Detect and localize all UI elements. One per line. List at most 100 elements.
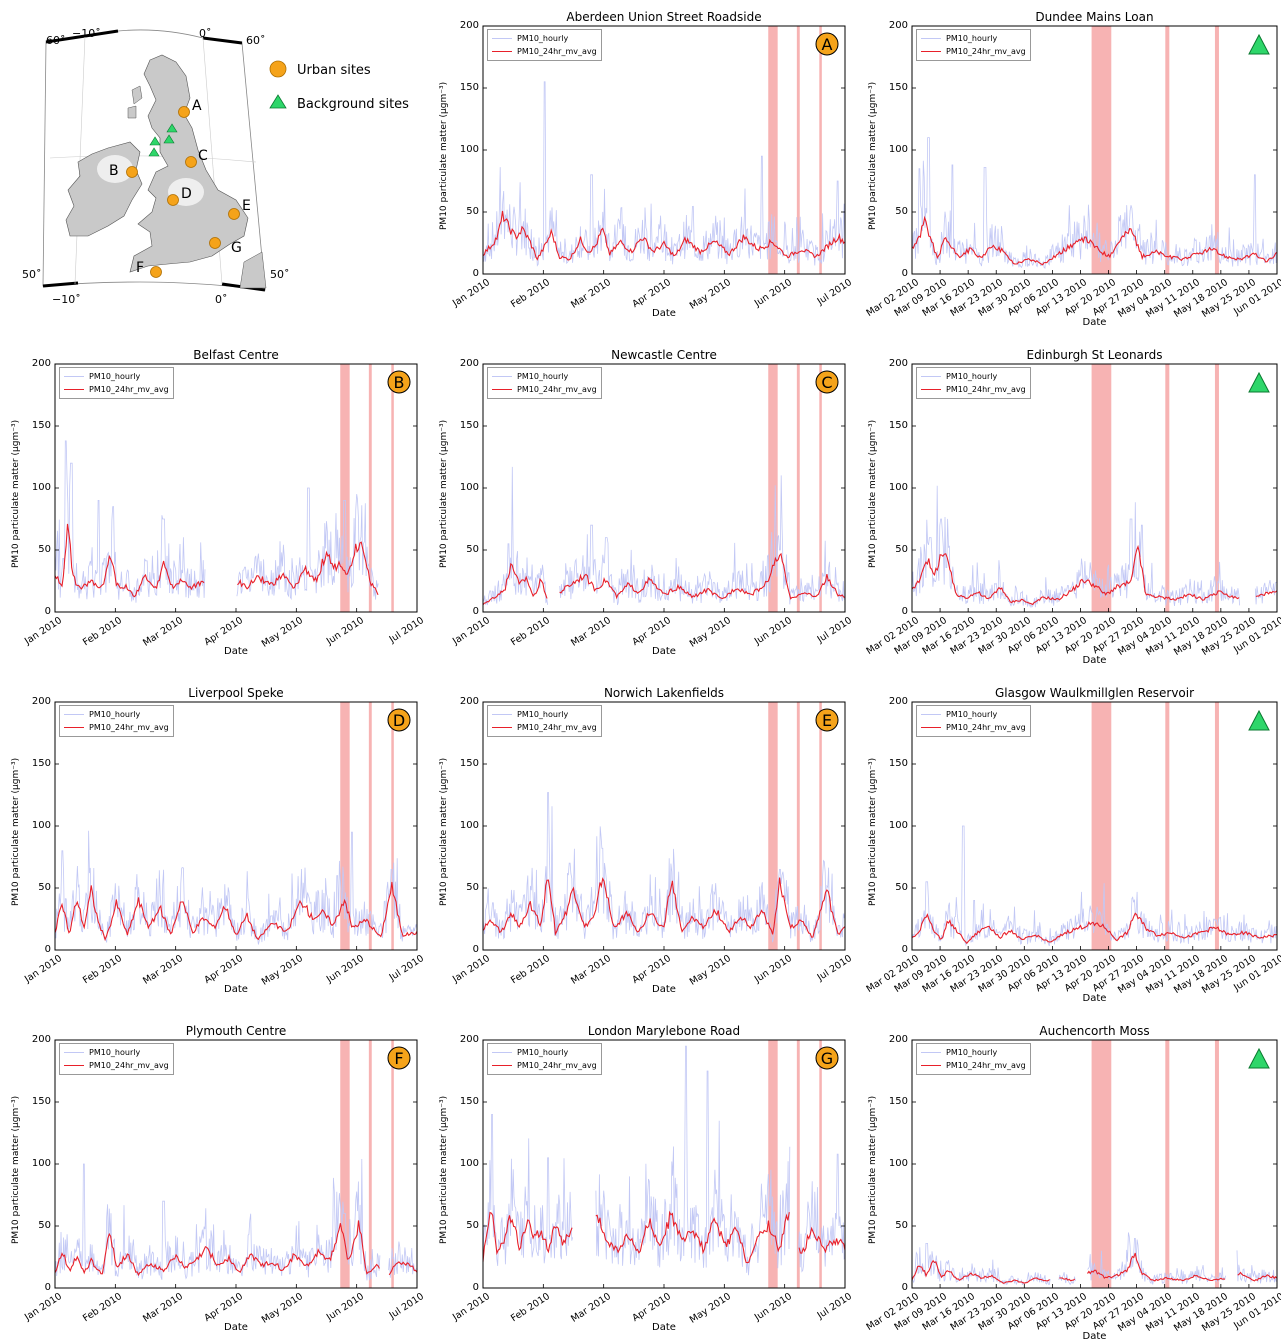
ash-cloud-band [1214, 1040, 1219, 1288]
chart-legend: PM10_hourly PM10_24hr_mv_avg [59, 367, 174, 399]
urban-site-badge [387, 370, 411, 394]
hourly-series-line [54, 1158, 418, 1281]
plot-area [911, 1039, 1278, 1289]
ash-cloud-band [391, 702, 394, 950]
plot-area: F [54, 1039, 418, 1289]
y-axis-label: PM10 particulate matter (μgm⁻³) [11, 757, 21, 906]
legend-label-average: PM10_24hr_mv_avg [946, 385, 1026, 394]
x-axis-label: Date [1082, 993, 1107, 1004]
ash-cloud-band [1091, 1040, 1112, 1288]
ash-cloud-band [340, 364, 350, 612]
hourly-series-line [911, 1232, 1278, 1286]
lon-label: 0˚ [199, 27, 212, 40]
y-tick-label: 0 [44, 944, 51, 955]
ash-cloud-band [340, 702, 350, 950]
legend-entry-average: PM10_24hr_mv_avg [921, 383, 1026, 396]
urban-site-marker-d [167, 194, 179, 206]
moving-average-line [54, 523, 379, 598]
legend-entry-hourly: PM10_hourly [492, 1046, 597, 1059]
ash-cloud-band [1165, 26, 1170, 274]
y-tick-label: 100 [459, 1158, 479, 1169]
y-axis-label: PM10 particulate matter (μgm⁻³) [11, 419, 21, 568]
frame-border-bottom-left [42, 281, 79, 288]
legend-label-hourly: PM10_hourly [89, 1048, 141, 1057]
site-badge-letter: D [393, 711, 405, 730]
background-site-marker [148, 147, 160, 157]
legend-label-average: PM10_24hr_mv_avg [946, 723, 1026, 732]
continent-shape [239, 251, 267, 289]
y-tick-label: 150 [31, 1096, 51, 1107]
legend-swatch-hourly [64, 1052, 84, 1053]
y-tick-label: 50 [38, 1220, 51, 1231]
map-panel: A B C D E F G 60˚ 60˚ 50˚ 50˚ −10˚ 0˚ −1… [0, 0, 430, 325]
chart-legend: PM10_hourly PM10_24hr_mv_avg [916, 1043, 1031, 1075]
island-shape [131, 85, 143, 105]
y-tick-label: 200 [459, 696, 479, 707]
y-tick-label: 150 [459, 1096, 479, 1107]
y-tick-label: 50 [466, 1220, 479, 1231]
y-axis-label: PM10 particulate matter (μgm⁻³) [439, 757, 449, 906]
legend-swatch-hourly [64, 376, 84, 377]
legend-label-average: PM10_24hr_mv_avg [517, 385, 597, 394]
y-tick-label: 100 [888, 1158, 908, 1169]
x-axis-label: Date [1082, 655, 1107, 666]
legend-entry-average: PM10_24hr_mv_avg [64, 1059, 169, 1072]
site-letter: A [192, 98, 202, 114]
x-axis-label: Date [652, 646, 676, 657]
lat-label: 50˚ [270, 268, 290, 281]
legend-entry-average: PM10_24hr_mv_avg [921, 45, 1026, 58]
y-tick-label: 150 [459, 758, 479, 769]
lon-label: −10˚ [72, 27, 101, 40]
chart-legend: PM10_hourly PM10_24hr_mv_avg [487, 1043, 602, 1075]
y-tick-label: 200 [459, 20, 479, 31]
legend-label-hourly: PM10_hourly [89, 710, 141, 719]
legend-entry-hourly: PM10_hourly [64, 1046, 169, 1059]
y-tick-label: 100 [888, 482, 908, 493]
ash-cloud-band [819, 26, 822, 274]
chart-legend: PM10_hourly PM10_24hr_mv_avg [487, 29, 602, 61]
lat-label: 60˚ [246, 34, 266, 47]
plot-frame [482, 1039, 846, 1289]
chart-legend: PM10_hourly PM10_24hr_mv_avg [916, 29, 1031, 61]
y-axis-label: PM10 particulate matter (μgm⁻³) [439, 1095, 449, 1244]
urban-site-marker-b [126, 166, 138, 178]
y-tick-label: 50 [466, 544, 479, 555]
y-tick-label: 200 [888, 1034, 908, 1045]
urban-site-badge [387, 708, 411, 732]
lat-label: 50˚ [22, 268, 42, 281]
urban-site-marker-a [178, 106, 190, 118]
plot-frame [54, 701, 418, 951]
y-tick-label: 0 [44, 606, 51, 617]
urban-legend-marker [269, 60, 287, 78]
legend-label-average: PM10_24hr_mv_avg [517, 1061, 597, 1070]
ash-cloud-band [368, 364, 372, 612]
ash-cloud-band [1214, 702, 1219, 950]
y-tick-label: 100 [459, 820, 479, 831]
legend-label-hourly: PM10_hourly [946, 1048, 998, 1057]
legend-entry-average: PM10_24hr_mv_avg [492, 721, 597, 734]
ash-cloud-band [796, 364, 800, 612]
y-tick-label: 0 [901, 268, 908, 279]
legend-entry-hourly: PM10_hourly [921, 32, 1026, 45]
legend-entry-hourly: PM10_hourly [921, 370, 1026, 383]
y-tick-label: 150 [31, 758, 51, 769]
y-axis-label: PM10 particulate matter (μgm⁻³) [868, 81, 878, 230]
background-legend-label: Background sites [297, 97, 409, 112]
legend-entry-hourly: PM10_hourly [492, 370, 597, 383]
urban-site-badge [815, 32, 839, 56]
legend-label-hourly: PM10_hourly [517, 710, 569, 719]
chart-legend: PM10_hourly PM10_24hr_mv_avg [59, 705, 174, 737]
legend-entry-average: PM10_24hr_mv_avg [921, 721, 1026, 734]
plot-area: A [482, 25, 846, 275]
ash-cloud-band [796, 1040, 800, 1288]
chart-legend: PM10_hourly PM10_24hr_mv_avg [916, 705, 1031, 737]
y-axis-label: PM10 particulate matter (μgm⁻³) [868, 1095, 878, 1244]
chart-legend: PM10_hourly PM10_24hr_mv_avg [916, 367, 1031, 399]
moving-average-line [482, 1210, 846, 1264]
ash-cloud-band [796, 702, 800, 950]
y-tick-label: 100 [459, 144, 479, 155]
moving-average-line [482, 210, 846, 261]
site-badge-letter: C [821, 373, 832, 392]
y-tick-label: 100 [31, 1158, 51, 1169]
frame-border-top-left [45, 29, 119, 44]
